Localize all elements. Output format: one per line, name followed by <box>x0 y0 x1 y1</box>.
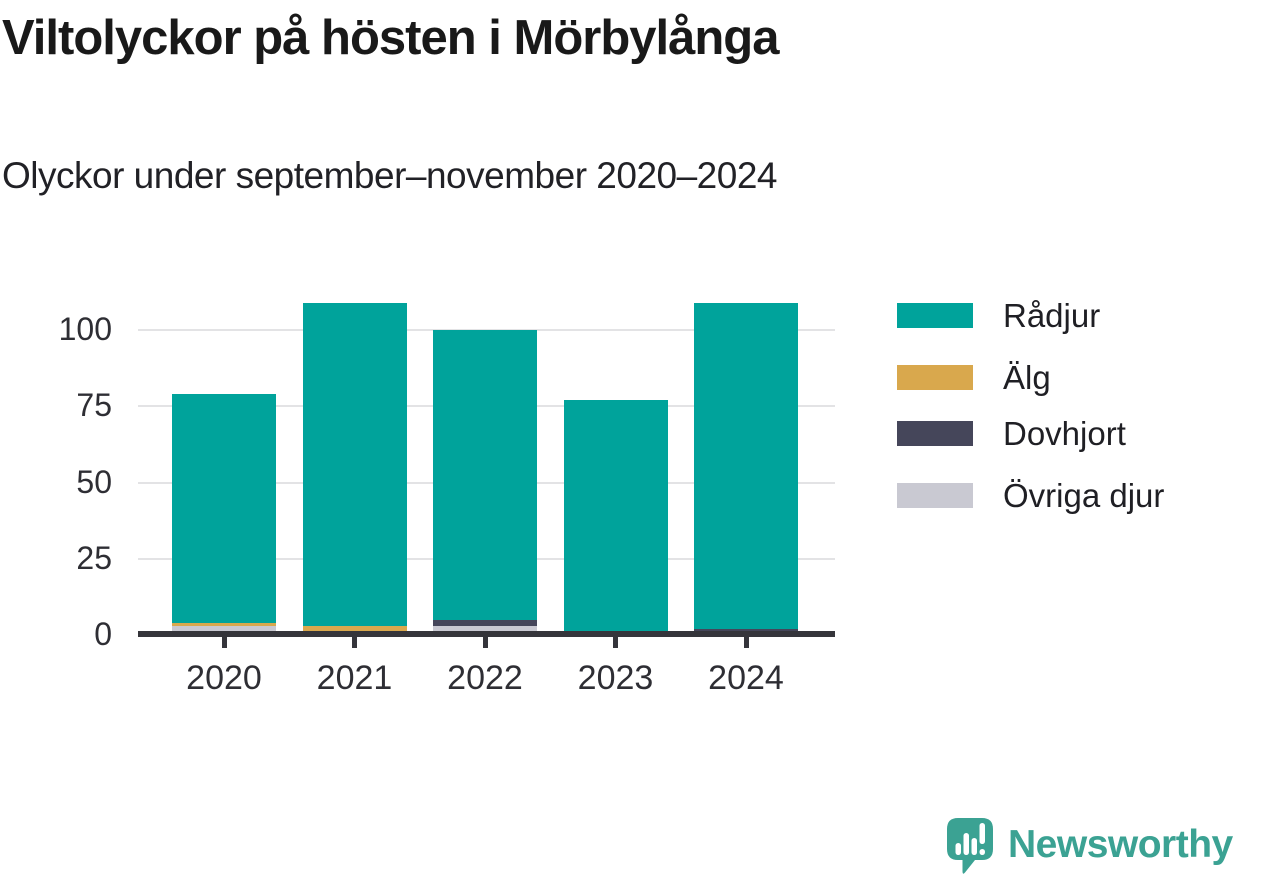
y-axis-label-25: 25 <box>76 539 112 576</box>
bar-2023-Rådjur <box>563 400 668 635</box>
bar-2022-Dovhjort <box>433 619 537 626</box>
legend-swatch-Övriga djur <box>897 482 973 508</box>
legend-label-Älg: Älg <box>1003 358 1051 396</box>
chart-subtitle: Olyckor under september–november 2020–20… <box>2 155 778 196</box>
x-tick-2020 <box>221 637 227 648</box>
x-axis-label-2022: 2022 <box>447 659 523 697</box>
legend-label-Rådjur: Rådjur <box>1003 297 1101 334</box>
legend: Rådjur Älg Dovhjort Övriga djur <box>897 0 1257 560</box>
legend-item-Dovhjort: Dovhjort <box>897 415 1257 455</box>
logo-text: Newsworthy <box>1008 823 1233 866</box>
x-axis-label-2020: 2020 <box>186 659 262 697</box>
x-tick-2022 <box>482 637 488 648</box>
bar-2020-Övriga djur <box>172 625 276 635</box>
legend-item-Rådjur: Rådjur <box>897 297 1257 337</box>
legend-label-Dovhjort: Dovhjort <box>1003 414 1126 452</box>
chart-title: Viltolyckor på hösten i Mörbylånga <box>2 11 780 65</box>
y-axis-label-75: 75 <box>76 387 112 424</box>
bar-2021-Rådjur <box>302 302 407 626</box>
legend-label-Övriga djur: Övriga djur <box>1003 476 1165 514</box>
bar-2020-Rådjur <box>172 394 276 623</box>
bar-2022-Rådjur <box>433 330 537 620</box>
bar-2021-Älg <box>302 625 407 635</box>
legend-swatch-Älg <box>897 364 973 390</box>
bar-2020-Älg <box>172 622 276 626</box>
legend-swatch-Dovhjort <box>897 420 973 446</box>
x-tick-2024 <box>743 637 749 648</box>
y-axis-label-50: 50 <box>76 463 112 500</box>
bar-2022-Övriga djur <box>433 625 537 635</box>
x-tick-2023 <box>613 637 618 648</box>
legend-swatch-Rådjur <box>897 303 973 328</box>
x-axis-label-2024: 2024 <box>708 659 784 697</box>
bar-2024-Dovhjort <box>694 628 798 632</box>
bar-2024-Rådjur <box>694 302 798 629</box>
y-axis-label-100: 100 <box>58 311 112 347</box>
x-axis-label-2021: 2021 <box>316 659 393 697</box>
chart-speech-bubble-icon <box>947 818 993 874</box>
legend-item-Älg: Älg <box>897 359 1257 399</box>
x-tick-2021 <box>352 637 357 648</box>
legend-item-Övriga djur: Övriga djur <box>897 477 1257 517</box>
x-axis-line <box>138 630 835 637</box>
newsworthy-logo: Newsworthy <box>946 815 1262 877</box>
x-axis-label-2023: 2023 <box>577 659 654 697</box>
y-axis-label-0: 0 <box>94 616 112 652</box>
